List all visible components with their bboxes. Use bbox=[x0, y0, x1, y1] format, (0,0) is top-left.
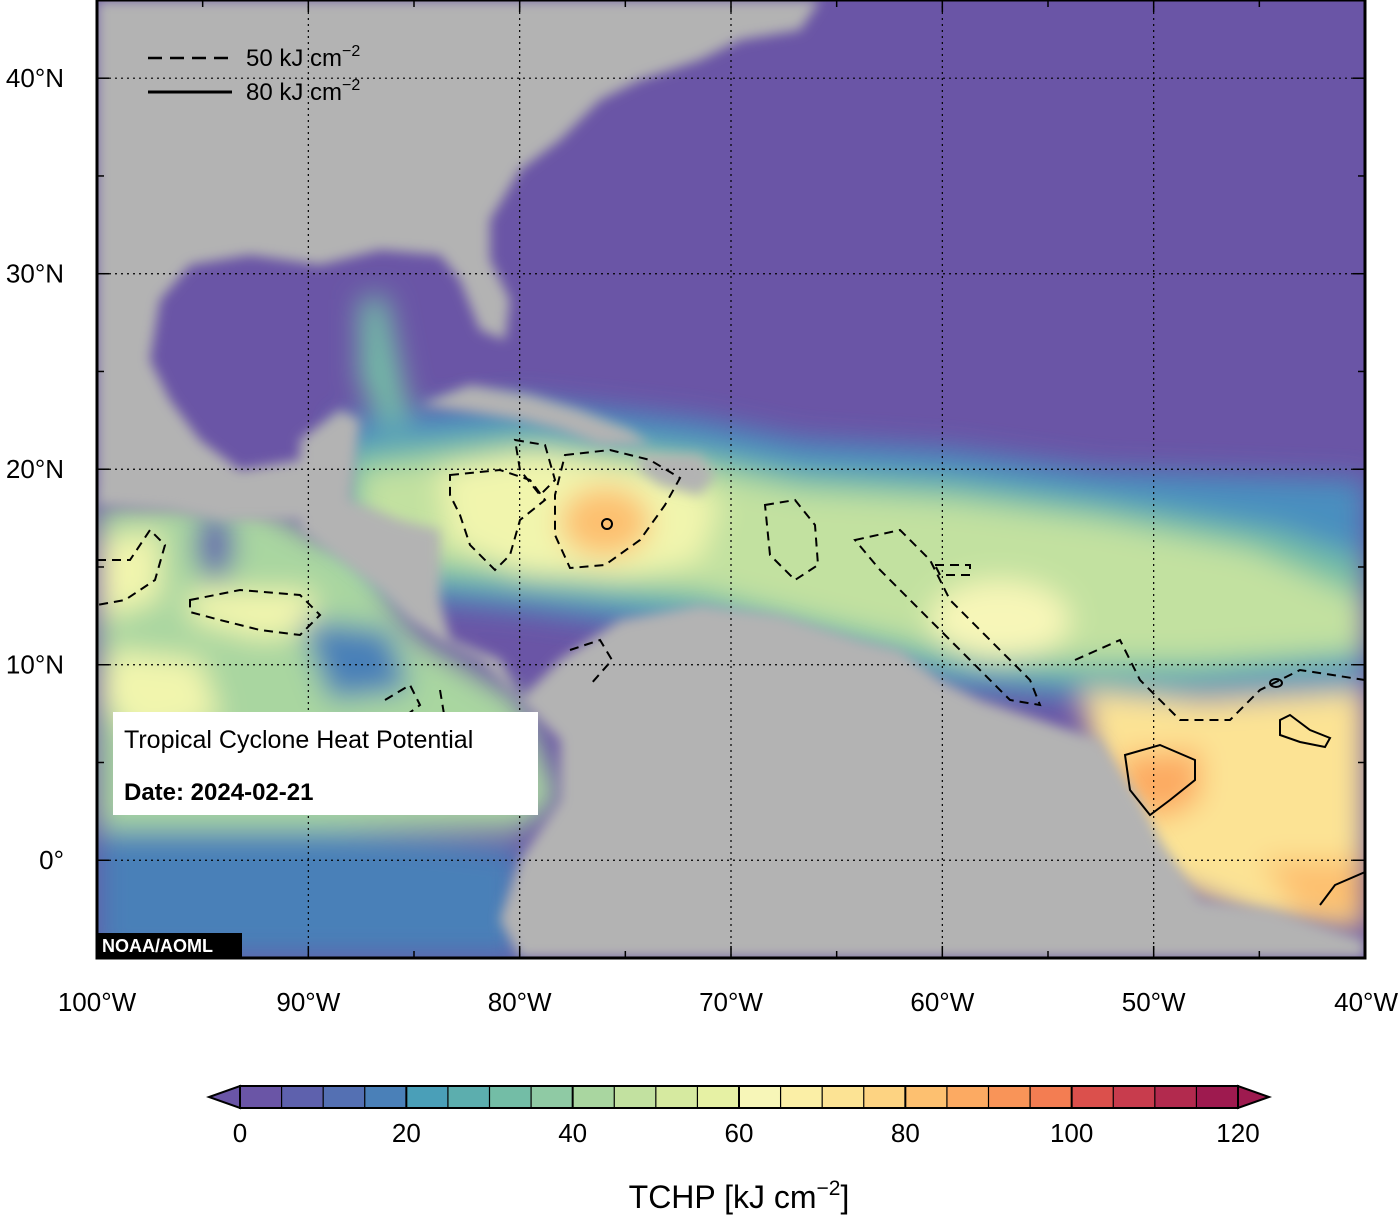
lon-tick-label: 40°W bbox=[1334, 987, 1398, 1017]
colorbar-cell bbox=[1071, 1086, 1114, 1108]
map-title: Tropical Cyclone Heat Potential bbox=[124, 726, 473, 754]
colorbar-cell bbox=[863, 1086, 906, 1108]
lat-tick-label: 30°N bbox=[6, 259, 64, 289]
colorbar-cell bbox=[489, 1086, 532, 1108]
tchp-band-85b bbox=[1260, 860, 1365, 920]
contour-50-jamaica bbox=[513, 438, 557, 497]
title-box-background bbox=[113, 712, 538, 815]
lat-tick-label: 10°N bbox=[6, 650, 64, 680]
colorbar-cell bbox=[406, 1086, 449, 1108]
colorbar-cell bbox=[614, 1086, 657, 1108]
land-central-america bbox=[300, 410, 520, 700]
lon-tick-label: 90°W bbox=[276, 987, 340, 1017]
longitude-axis: 100°W 90°W 80°W 70°W 60°W 50°W 40°W bbox=[58, 0, 1398, 1017]
title-box: Tropical Cyclone Heat Potential Date: 20… bbox=[113, 712, 538, 815]
tchp-pacific-purple bbox=[197, 510, 233, 580]
contour-50-pacific-b bbox=[189, 588, 322, 637]
colorbar-cell bbox=[1154, 1086, 1198, 1108]
contour-50-lesser-antilles-b bbox=[853, 528, 1042, 707]
contour-50-pacific-d bbox=[439, 689, 446, 721]
lon-tick-label: 70°W bbox=[699, 987, 763, 1017]
contour-50-lesser-antilles-a bbox=[763, 498, 820, 582]
colorbar-cell bbox=[1113, 1086, 1156, 1108]
lon-tick-label: 100°W bbox=[58, 987, 137, 1017]
land-cuba bbox=[420, 385, 650, 445]
tchp-pacific-yellow bbox=[97, 530, 320, 740]
colorbar-ticks: 0 20 40 60 80 100 120 bbox=[233, 1086, 1260, 1148]
colorbar-cell bbox=[946, 1086, 990, 1108]
colorbar-cell bbox=[281, 1086, 324, 1108]
land-north-america bbox=[97, 0, 820, 520]
colorbar-tick-label: 40 bbox=[558, 1118, 587, 1148]
contour-50-central-caribbean bbox=[554, 448, 682, 570]
colorbar-cell bbox=[531, 1086, 574, 1108]
colorbar-tick-label: 80 bbox=[891, 1118, 920, 1148]
tchp-loop-current bbox=[360, 295, 410, 430]
colorbar-arrow-low bbox=[206, 1084, 241, 1110]
tchp-band-60-east bbox=[930, 580, 1070, 660]
colorbar-tick-label: 120 bbox=[1216, 1118, 1259, 1148]
land-south-america bbox=[500, 605, 1365, 958]
colorbar-cell bbox=[822, 1086, 865, 1108]
colorbar-cell bbox=[905, 1086, 948, 1108]
colorbar-cell bbox=[323, 1086, 366, 1108]
lon-tick-label: 60°W bbox=[910, 987, 974, 1017]
lat-tick-label: 20°N bbox=[6, 454, 64, 484]
colorbar: 0 20 40 60 80 100 120 TCHP [kJ cm−2] bbox=[206, 1084, 1272, 1215]
colorbar-tick-label: 100 bbox=[1050, 1118, 1093, 1148]
colorbar-cell bbox=[739, 1086, 782, 1108]
colorbar-tick-label: 60 bbox=[725, 1118, 754, 1148]
colorbar-cell bbox=[364, 1086, 407, 1108]
lon-tick-label: 80°W bbox=[488, 987, 552, 1017]
map-panel: NOAA/AOML bbox=[97, 0, 1365, 958]
tchp-pacific-blue bbox=[97, 620, 520, 958]
colorbar-cell bbox=[780, 1086, 823, 1108]
land bbox=[97, 0, 1365, 958]
colorbar-cell bbox=[988, 1086, 1031, 1108]
contour-80-caribbean bbox=[601, 518, 613, 530]
colorbar-cell bbox=[1196, 1086, 1239, 1108]
colorbar-cell bbox=[697, 1086, 740, 1108]
legend-solid-label: 80 kJ cm−2 bbox=[246, 77, 360, 106]
lon-tick-label: 50°W bbox=[1122, 987, 1186, 1017]
colorbar-cell bbox=[447, 1086, 491, 1108]
colorbar-tick-label: 20 bbox=[392, 1118, 421, 1148]
contour-80-east-c bbox=[1269, 678, 1283, 688]
credit-background bbox=[98, 933, 242, 957]
credit-label: NOAA/AOML bbox=[102, 936, 213, 956]
contour-80-amazon bbox=[1123, 743, 1196, 817]
contour-legend: 50 kJ cm−2 80 kJ cm−2 bbox=[148, 43, 360, 106]
colorbar-arrow-high bbox=[1237, 1084, 1272, 1110]
contour-80-east-a bbox=[1279, 713, 1332, 749]
colorbar-title: TCHP [kJ cm−2] bbox=[629, 1177, 850, 1215]
colorbar-cell bbox=[572, 1086, 615, 1108]
latitude-axis: 40°N 30°N 20°N 10°N 0° bbox=[6, 63, 1365, 875]
colorbar-cell bbox=[655, 1086, 699, 1108]
legend-dashed-label: 50 kJ cm−2 bbox=[246, 43, 360, 72]
contour-50-lesser-antilles-c bbox=[933, 564, 971, 576]
tchp-warm-spot bbox=[560, 487, 650, 557]
contour-80-east-b bbox=[1319, 871, 1365, 906]
contour-50-gulf-honduras bbox=[449, 468, 547, 572]
contours bbox=[97, 438, 1365, 906]
map-date: Date: 2024-02-21 bbox=[124, 779, 313, 806]
lat-tick-label: 40°N bbox=[6, 63, 64, 93]
contour-50-panama bbox=[569, 638, 614, 686]
colorbar-cell bbox=[1030, 1086, 1073, 1108]
colorbar-cells bbox=[240, 1086, 1239, 1108]
contour-50-pacific-a bbox=[97, 528, 167, 606]
lat-tick-label: 0° bbox=[39, 845, 64, 875]
colorbar-cell bbox=[240, 1086, 283, 1108]
colorbar-tick-label: 0 bbox=[233, 1118, 247, 1148]
